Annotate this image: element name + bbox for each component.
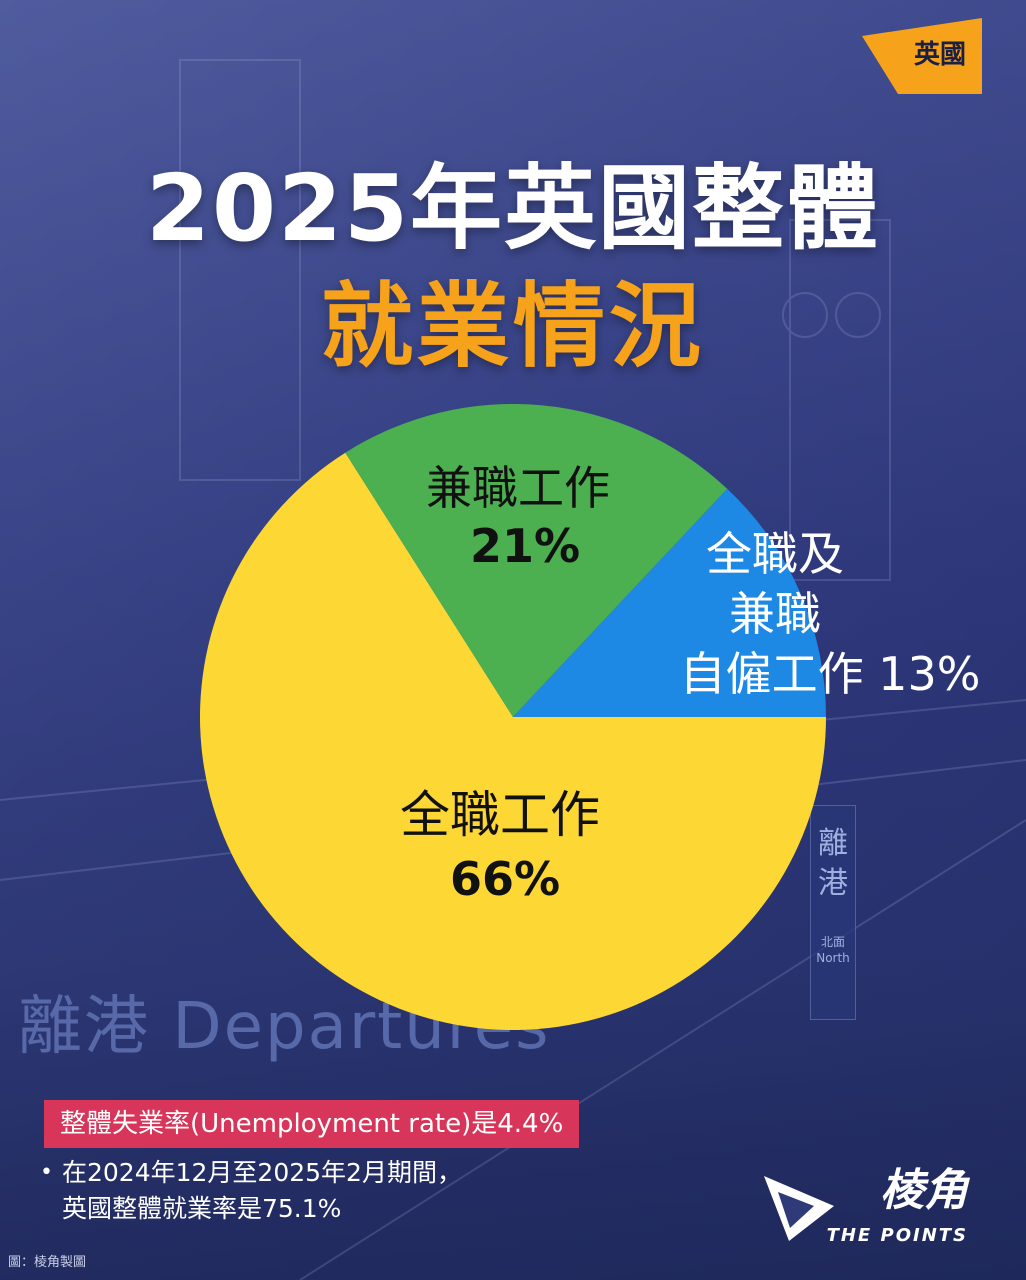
parttime-slice xyxy=(345,404,728,717)
self-label-line3: 自僱工作 13% xyxy=(680,647,981,701)
fulltime-slice xyxy=(199,452,826,1031)
self-label-line2: 兼職 xyxy=(729,587,821,641)
note-line-1: 在2024年12月至2025年2月期間， xyxy=(62,1158,462,1187)
country-tag-label: 英國 xyxy=(913,40,966,70)
sign-small-2: North xyxy=(816,951,850,965)
self-label-line1: 全職及 xyxy=(706,527,844,581)
title-line-2: 就業情況 xyxy=(320,273,705,380)
the-points-logo-icon xyxy=(764,1176,834,1241)
fulltime-label-value: 66% xyxy=(450,852,560,906)
credit-text: 圖：棱角製圖 xyxy=(8,1255,87,1270)
departures-sign-right-main: 離港 xyxy=(818,826,848,901)
parttime-label-name: 兼職工作 xyxy=(426,461,610,515)
bullet-icon: • xyxy=(40,1160,53,1185)
parttime-label-value: 21% xyxy=(470,519,580,573)
unemployment-rate-banner: 整體失業率(Unemployment rate)是4.4% xyxy=(44,1100,580,1148)
logo-main-text: 棱角 xyxy=(880,1165,968,1216)
logo-sub-text: THE POINTS xyxy=(826,1225,968,1246)
fulltime-label-name: 全職工作 xyxy=(400,786,600,844)
employment-rate-note: • 在2024年12月至2025年2月期間， 英國整體就業率是75.1% xyxy=(40,1155,600,1227)
sign-small-1: 北面 xyxy=(820,935,845,949)
country-tag xyxy=(862,18,982,94)
title-line-1: 2025年英國整體 xyxy=(145,155,881,262)
departures-sign-right: 離港 北面 North xyxy=(810,805,856,1020)
note-line-2: 英國整體就業率是75.1% xyxy=(62,1194,342,1223)
self-employed-slice xyxy=(513,488,826,717)
